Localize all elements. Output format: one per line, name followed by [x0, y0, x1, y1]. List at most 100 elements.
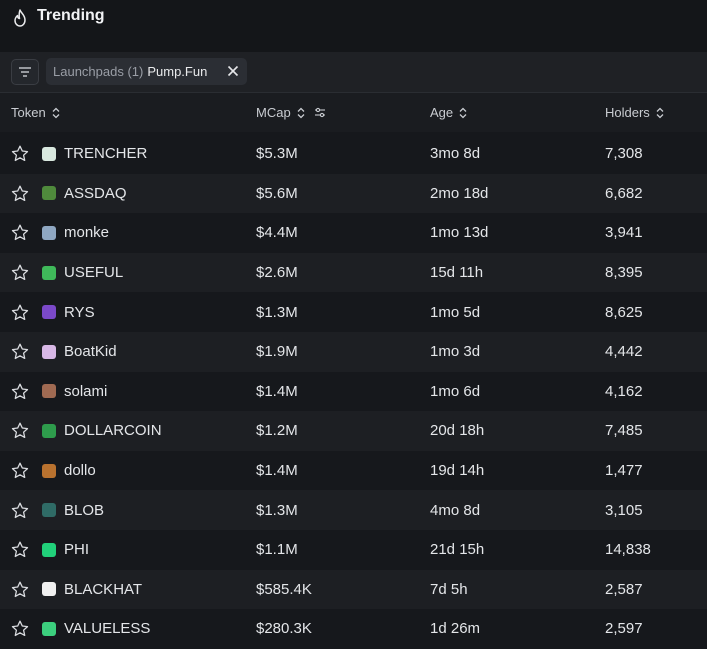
token-name: BLACKHAT — [64, 580, 143, 598]
chip-label: Launchpads (1) — [53, 64, 144, 79]
age-value: 19d 14h — [430, 462, 485, 480]
favorite-star-icon[interactable] — [11, 570, 29, 610]
table-row[interactable]: BLACKHAT $585.4K 7d 5h 2,587 — [0, 569, 707, 610]
column-header-mcap[interactable]: MCap — [256, 105, 326, 120]
sort-icon — [459, 107, 467, 118]
age-value: 15d 11h — [430, 264, 484, 282]
token-logo-icon — [42, 542, 56, 557]
token-cell[interactable]: USEFUL — [42, 253, 123, 293]
table-row[interactable]: USEFUL $2.6M 15d 11h 8,395 — [0, 252, 707, 293]
favorite-star-icon[interactable] — [11, 372, 29, 412]
favorite-star-icon[interactable] — [11, 609, 29, 649]
favorite-star-icon[interactable] — [11, 174, 29, 214]
token-name: BLOB — [64, 501, 105, 519]
age-value: 7d 5h — [430, 580, 468, 598]
filter-button[interactable] — [11, 59, 39, 85]
token-cell[interactable]: TRENCHER — [42, 134, 147, 174]
favorite-star-icon[interactable] — [11, 451, 29, 491]
table-row[interactable]: BoatKid $1.9M 1mo 3d 4,442 — [0, 331, 707, 372]
table-row[interactable]: monke $4.4M 1mo 13d 3,941 — [0, 213, 707, 253]
favorite-star-icon[interactable] — [11, 253, 29, 293]
age-value: 21d 15h — [430, 541, 485, 559]
token-cell[interactable]: RYS — [42, 292, 95, 332]
table-row[interactable]: TRENCHER $5.3M 3mo 8d 7,308 — [0, 134, 707, 174]
table-row[interactable]: DOLLARCOIN $1.2M 20d 18h 7,485 — [0, 411, 707, 451]
launchpad-filter-chip[interactable]: Launchpads (1) Pump.Fun — [46, 58, 247, 85]
mcap-value: $4.4M — [256, 224, 298, 242]
token-cell[interactable]: DOLLARCOIN — [42, 411, 162, 451]
adjust-icon[interactable] — [314, 107, 326, 118]
trending-header: Trending — [0, 0, 707, 52]
column-label: Holders — [605, 105, 650, 120]
token-cell[interactable]: dollo — [42, 451, 96, 491]
token-cell[interactable]: BLOB — [42, 490, 104, 530]
close-icon[interactable] — [225, 63, 241, 79]
holders-value: 2,597 — [605, 620, 643, 638]
token-logo-icon — [42, 305, 56, 320]
token-cell[interactable]: monke — [42, 213, 109, 253]
table-row[interactable]: BLOB $1.3M 4mo 8d 3,105 — [0, 490, 707, 530]
mcap-value: $1.1M — [256, 541, 298, 559]
table-row[interactable]: PHI $1.1M 21d 15h 14,838 — [0, 530, 707, 570]
favorite-star-icon[interactable] — [11, 411, 29, 451]
table-row[interactable]: dollo $1.4M 19d 14h 1,477 — [0, 451, 707, 491]
column-label: Age — [430, 105, 454, 120]
token-name: DOLLARCOIN — [64, 422, 162, 440]
column-label: MCap — [256, 105, 291, 120]
mcap-value: $585.4K — [256, 580, 312, 598]
filter-icon — [19, 67, 31, 77]
sort-icon — [52, 107, 60, 118]
holders-value: 3,941 — [605, 224, 643, 242]
chip-value: Pump.Fun — [147, 64, 208, 79]
favorite-star-icon[interactable] — [11, 134, 29, 174]
holders-value: 7,308 — [605, 145, 643, 163]
column-header-holders[interactable]: Holders — [605, 105, 665, 120]
mcap-value: $1.4M — [256, 462, 298, 480]
holders-value: 8,625 — [605, 303, 643, 321]
token-logo-icon — [42, 423, 56, 438]
mcap-value: $1.3M — [256, 501, 298, 519]
token-cell[interactable]: PHI — [42, 530, 89, 570]
token-cell[interactable]: ASSDAQ — [42, 174, 127, 214]
age-value: 1d 26m — [430, 620, 481, 638]
age-value: 1mo 6d — [430, 382, 481, 400]
token-logo-icon — [42, 621, 56, 636]
token-logo-icon — [42, 344, 56, 359]
mcap-value: $5.6M — [256, 184, 298, 202]
favorite-star-icon[interactable] — [11, 213, 29, 253]
column-label: Token — [11, 105, 46, 120]
age-value: 1mo 5d — [430, 303, 481, 321]
page-title: Trending — [37, 7, 105, 24]
mcap-value: $5.3M — [256, 145, 298, 163]
age-value: 1mo 13d — [430, 224, 489, 242]
table-row[interactable]: VALUELESS $280.3K 1d 26m 2,597 — [0, 609, 707, 649]
token-name: USEFUL — [64, 264, 124, 282]
column-header-token[interactable]: Token — [11, 105, 61, 120]
favorite-star-icon[interactable] — [11, 530, 29, 570]
token-logo-icon — [42, 146, 56, 161]
token-logo-icon — [42, 384, 56, 399]
table-row[interactable]: RYS $1.3M 1mo 5d 8,625 — [0, 292, 707, 332]
holders-value: 3,105 — [605, 501, 643, 519]
holders-value: 4,162 — [605, 382, 643, 400]
table-row[interactable]: solami $1.4M 1mo 6d 4,162 — [0, 372, 707, 412]
token-name: PHI — [64, 541, 90, 559]
age-value: 1mo 3d — [430, 343, 481, 361]
holders-value: 14,838 — [605, 541, 651, 559]
favorite-star-icon[interactable] — [11, 490, 29, 530]
token-name: TRENCHER — [64, 145, 148, 163]
token-cell[interactable]: solami — [42, 372, 107, 412]
favorite-star-icon[interactable] — [11, 292, 29, 332]
token-cell[interactable]: BLACKHAT — [42, 570, 142, 610]
flame-icon — [14, 9, 26, 27]
table-row[interactable]: ASSDAQ $5.6M 2mo 18d 6,682 — [0, 173, 707, 214]
age-value: 3mo 8d — [430, 145, 481, 163]
token-cell[interactable]: VALUELESS — [42, 609, 150, 649]
token-logo-icon — [42, 503, 56, 518]
token-cell[interactable]: BoatKid — [42, 332, 117, 372]
favorite-star-icon[interactable] — [11, 332, 29, 372]
age-value: 20d 18h — [430, 422, 485, 440]
mcap-value: $1.2M — [256, 422, 298, 440]
token-logo-icon — [42, 463, 56, 478]
column-header-age[interactable]: Age — [430, 105, 468, 120]
